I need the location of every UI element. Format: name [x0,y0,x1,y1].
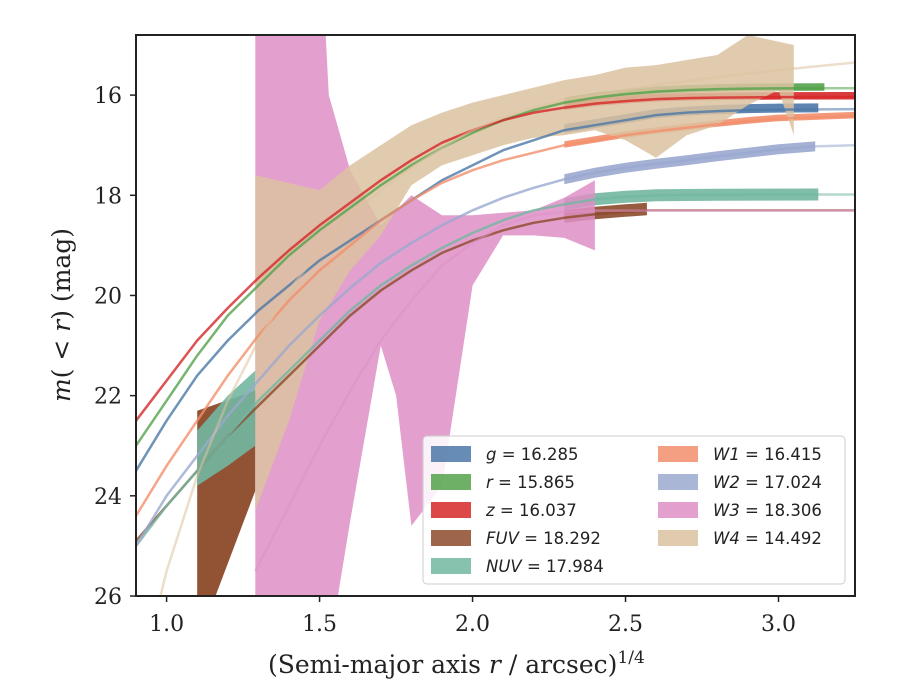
series-line-w4 [159,61,855,596]
legend-swatch-nuv [431,558,471,574]
legend: g = 16.285 r = 15.865 z = 16.037 FUV = 18.2… [422,435,846,585]
series-line-w1 [136,114,855,517]
legend-label-nuv: NUV = 17.984 [486,557,604,576]
legend-swatch-g [431,446,471,462]
legend-swatch-w2 [658,474,698,490]
plot-frame [135,34,856,597]
y-tick-label: 22 [94,385,122,410]
series-ext-w2 [815,143,855,148]
legend-label-w1: W1 = 16.415 [713,445,822,464]
band-tail-w1 [564,111,855,148]
legend-swatch-w1 [658,446,698,462]
y-axis-label: m( < r) (mag) [47,228,76,402]
legend-label-z: z = 16.037 [485,501,577,520]
x-axis-label: (Semi-major axis r / arcsec)1/4 [268,648,645,679]
legend-swatch-r [431,474,471,490]
series-line-w2 [136,145,816,547]
legend-label-w4: W4 = 14.492 [713,529,822,548]
series-line-nuv [136,193,819,547]
legend-label-w2: W2 = 17.024 [713,473,822,492]
x-tick-label: 1.0 [149,612,184,637]
band-tail-w2 [564,141,816,185]
legend-box [422,435,846,585]
y-tick-label: 20 [94,284,122,309]
x-tick-label: 3.0 [761,612,796,637]
x-tick-label: 1.5 [302,612,337,637]
series-line-r [136,87,825,447]
y-tick-label: 16 [94,84,122,109]
y-tick-label: 24 [94,485,122,510]
y-tick-label: 26 [94,585,122,610]
legend-swatch-w4 [658,530,698,546]
legend-label-r: r = 15.865 [486,473,575,492]
legend-label-g: g = 16.285 [486,445,579,464]
legend-label-w3: W3 = 18.306 [713,501,822,520]
y-tick-label: 18 [94,184,122,209]
tick-layer: 1.0 1.5 2.0 2.5 3.0 16 18 20 22 24 26 [94,84,796,637]
series-line-w3 [254,209,595,572]
x-tick-label: 2.5 [608,612,643,637]
series-line-g [136,108,819,472]
legend-swatch-w3 [658,502,698,518]
x-tick-label: 2.0 [455,612,490,637]
legend-label-fuv: FUV = 18.292 [486,529,601,548]
legend-swatch-fuv [431,530,471,546]
line-layer [136,61,855,596]
band-w4 [255,35,794,511]
legend-swatch-z [431,502,471,518]
